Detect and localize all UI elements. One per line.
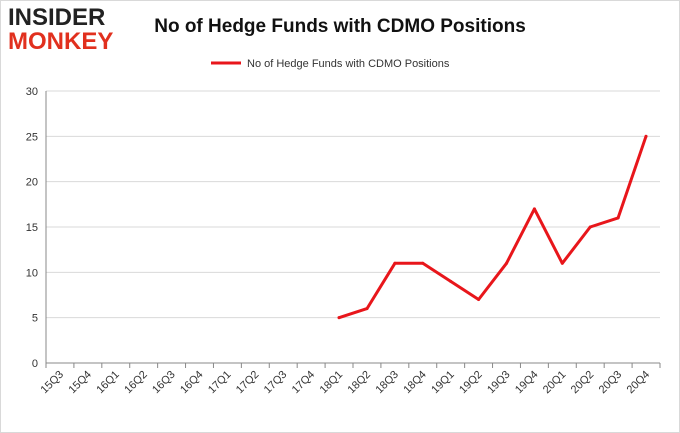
x-tick-label: 20Q1 (541, 369, 569, 397)
x-tick-label: 15Q4 (66, 369, 94, 397)
x-tick-label: 18Q1 (318, 369, 346, 397)
y-tick-label: 25 (26, 131, 38, 143)
data-point (337, 316, 341, 320)
x-tick-label: 15Q3 (39, 369, 67, 397)
insider-monkey-logo: INSIDER MONKEY (8, 6, 128, 56)
x-tick-label: 17Q1 (206, 369, 234, 397)
x-tick-label: 20Q2 (569, 369, 597, 397)
x-tick-label: 19Q4 (513, 369, 541, 397)
data-point (365, 307, 369, 311)
x-tick-label: 19Q1 (429, 369, 457, 397)
chart-title: No of Hedge Funds with CDMO Positions (154, 16, 526, 37)
data-point (644, 134, 648, 138)
series-line (337, 134, 648, 320)
data-point (532, 207, 536, 211)
x-tick-label: 17Q3 (262, 369, 290, 397)
data-point (449, 279, 453, 283)
x-tick-label: 17Q4 (290, 369, 318, 397)
logo-line-2: MONKEY (8, 28, 114, 55)
x-tick-label: 16Q4 (178, 369, 206, 397)
y-tick-label: 20 (26, 177, 38, 189)
x-tick-label: 16Q2 (122, 369, 150, 397)
x-tick-label: 18Q4 (401, 369, 429, 397)
x-tick-label: 16Q3 (150, 369, 178, 397)
x-tick-label: 18Q2 (346, 369, 374, 397)
x-tick-label: 16Q1 (94, 369, 122, 397)
x-tick-label: 20Q3 (597, 369, 625, 397)
y-tick-label: 15 (26, 222, 38, 234)
x-tick-label: 20Q4 (625, 369, 653, 397)
x-tick-label: 17Q2 (234, 369, 262, 397)
data-point (616, 216, 620, 220)
data-point (477, 298, 481, 302)
data-point (588, 225, 592, 229)
data-point (421, 261, 425, 265)
y-tick-label: 30 (26, 86, 38, 98)
x-tick-label: 18Q3 (373, 369, 401, 397)
data-point (505, 261, 508, 265)
x-tick-label: 19Q3 (485, 369, 513, 397)
legend-label: No of Hedge Funds with CDMO Positions (247, 58, 450, 70)
data-point (393, 261, 397, 265)
data-point (560, 261, 564, 265)
y-tick-label: 10 (26, 267, 38, 279)
logo-line-1: INSIDER (8, 4, 106, 31)
y-tick-label: 5 (32, 313, 38, 325)
x-tick-label: 19Q2 (457, 369, 485, 397)
y-tick-label: 0 (32, 358, 38, 370)
